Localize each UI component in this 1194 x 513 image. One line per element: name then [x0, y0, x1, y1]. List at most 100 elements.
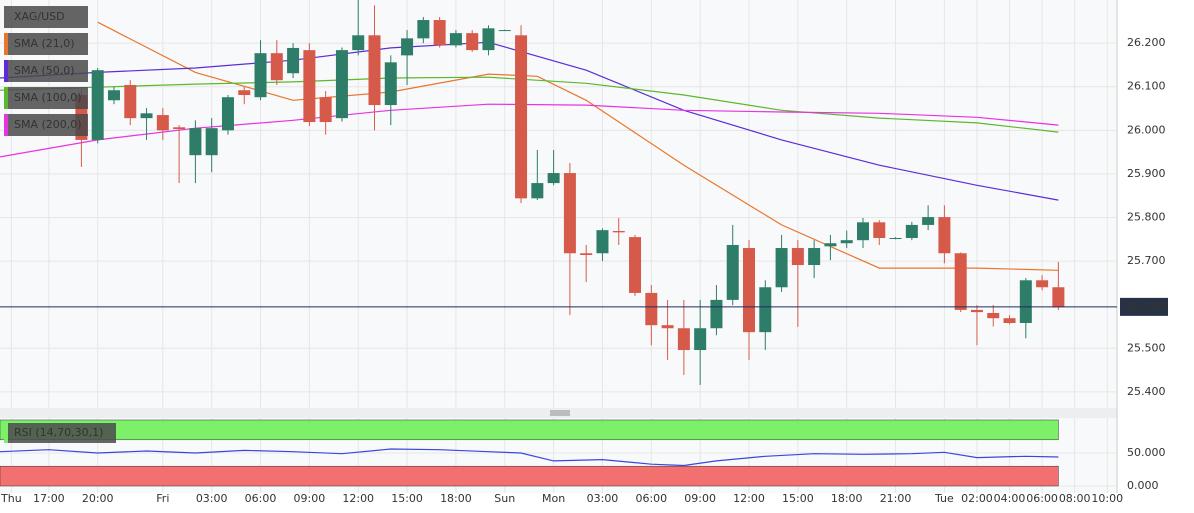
y-tick-label: 26.100	[1127, 80, 1166, 93]
x-tick-label: 15:00	[391, 492, 423, 505]
candle-body	[889, 238, 902, 239]
x-tick-label: Mon	[542, 492, 565, 505]
candle-body	[352, 35, 365, 51]
candle-body	[954, 253, 967, 310]
y-tick-label: 50.000	[1127, 446, 1166, 459]
candle-body	[270, 53, 283, 81]
last-price-box	[1120, 297, 1168, 316]
y-tick-label: 26.200	[1127, 36, 1166, 49]
y-tick-label: 25.800	[1127, 211, 1166, 224]
x-tick-label: 04:00	[994, 492, 1026, 505]
y-tick-label: 25.400	[1127, 385, 1166, 398]
x-tick-label: 21:00	[880, 492, 912, 505]
candle-body	[970, 309, 983, 313]
candle-body	[221, 97, 234, 131]
candle-body	[824, 243, 837, 247]
candle-body	[319, 97, 332, 123]
legend-label: SMA (200,0)	[14, 118, 82, 131]
candle-body	[205, 128, 218, 156]
candle-body	[238, 90, 251, 96]
candle-body	[531, 183, 544, 199]
candle-body	[335, 50, 348, 119]
candle-body	[710, 299, 723, 329]
candle-body	[189, 128, 202, 156]
candle-body	[580, 253, 593, 255]
y-tick-label: 25.700	[1127, 254, 1166, 267]
candle-body	[433, 20, 446, 46]
candle-body	[547, 173, 560, 184]
x-tick-label: 03:00	[196, 492, 228, 505]
x-tick-label: 08:00	[1059, 492, 1091, 505]
marks	[0, 0, 1117, 487]
legend-label: SMA (100,0)	[14, 91, 82, 104]
y-tick-label: 25.900	[1127, 167, 1166, 180]
candle-body	[140, 113, 153, 119]
y-tick-label: 0.000	[1127, 479, 1159, 492]
candle-body	[449, 33, 462, 46]
candle-body	[384, 62, 397, 106]
candle-body	[417, 20, 430, 39]
x-tick-label: 06:00	[635, 492, 667, 505]
x-tick-label: 12:00	[733, 492, 765, 505]
x-tick-label: 10:00	[1091, 492, 1123, 505]
candle-body	[596, 230, 609, 254]
candle-body	[856, 222, 869, 241]
x-tick-label: 06:00	[245, 492, 277, 505]
candle-body	[677, 328, 690, 351]
candle-body	[1003, 318, 1016, 323]
candle-body	[922, 217, 935, 225]
candle-body	[173, 127, 186, 130]
candle-body	[629, 237, 642, 293]
candle-body	[726, 244, 739, 300]
main-pane	[0, 0, 1117, 408]
x-tick-label: 18:00	[831, 492, 863, 505]
legend-label: SMA (21,0)	[14, 37, 75, 50]
candle-body	[563, 173, 576, 254]
x-tick-label: 03:00	[587, 492, 619, 505]
x-tick-label: Fri	[156, 492, 169, 505]
rsi-band	[0, 419, 1059, 441]
candle-body	[791, 248, 804, 266]
x-tick-label: Thu	[0, 492, 22, 505]
legend-label: SMA (50,0)	[14, 64, 75, 77]
candle-body	[905, 224, 918, 238]
x-tick-label: 06:00	[1026, 492, 1058, 505]
candle-body	[1019, 280, 1032, 323]
legend-swatch	[4, 87, 8, 109]
candle-body	[287, 47, 300, 74]
candle-body	[156, 115, 169, 131]
candle-body	[694, 328, 707, 351]
legend-box	[4, 114, 88, 136]
indicator-line	[0, 448, 1059, 467]
y-tick-label: 25.500	[1127, 341, 1166, 354]
x-tick-label: 12:00	[342, 492, 374, 505]
candle-body	[254, 53, 267, 98]
candle-body	[466, 33, 479, 51]
candle-body	[987, 312, 1000, 319]
last-price-label: 25.595	[1124, 300, 1166, 313]
candle-body	[401, 38, 414, 56]
candle-body	[938, 217, 951, 254]
x-tick-label: 20:00	[82, 492, 114, 505]
candle-body	[515, 35, 528, 199]
legend-box	[4, 423, 116, 443]
legend-box	[4, 33, 88, 55]
candle-body	[840, 240, 853, 244]
legend-box	[4, 60, 88, 82]
legend-swatch	[4, 60, 8, 82]
candle-body	[873, 222, 886, 238]
x-tick-label: Sun	[494, 492, 515, 505]
candle-body	[107, 90, 120, 101]
candle-body	[645, 292, 658, 326]
legend-box	[4, 6, 88, 28]
x-tick-label: Tue	[934, 492, 954, 505]
indicator-line	[0, 41, 1059, 201]
candle-body	[808, 248, 821, 266]
candle-body	[91, 70, 104, 140]
candle-body	[743, 248, 756, 333]
indicator-line	[97, 21, 1059, 271]
candle-body	[775, 248, 788, 288]
candle-body	[498, 30, 511, 32]
candle-body	[482, 28, 495, 51]
